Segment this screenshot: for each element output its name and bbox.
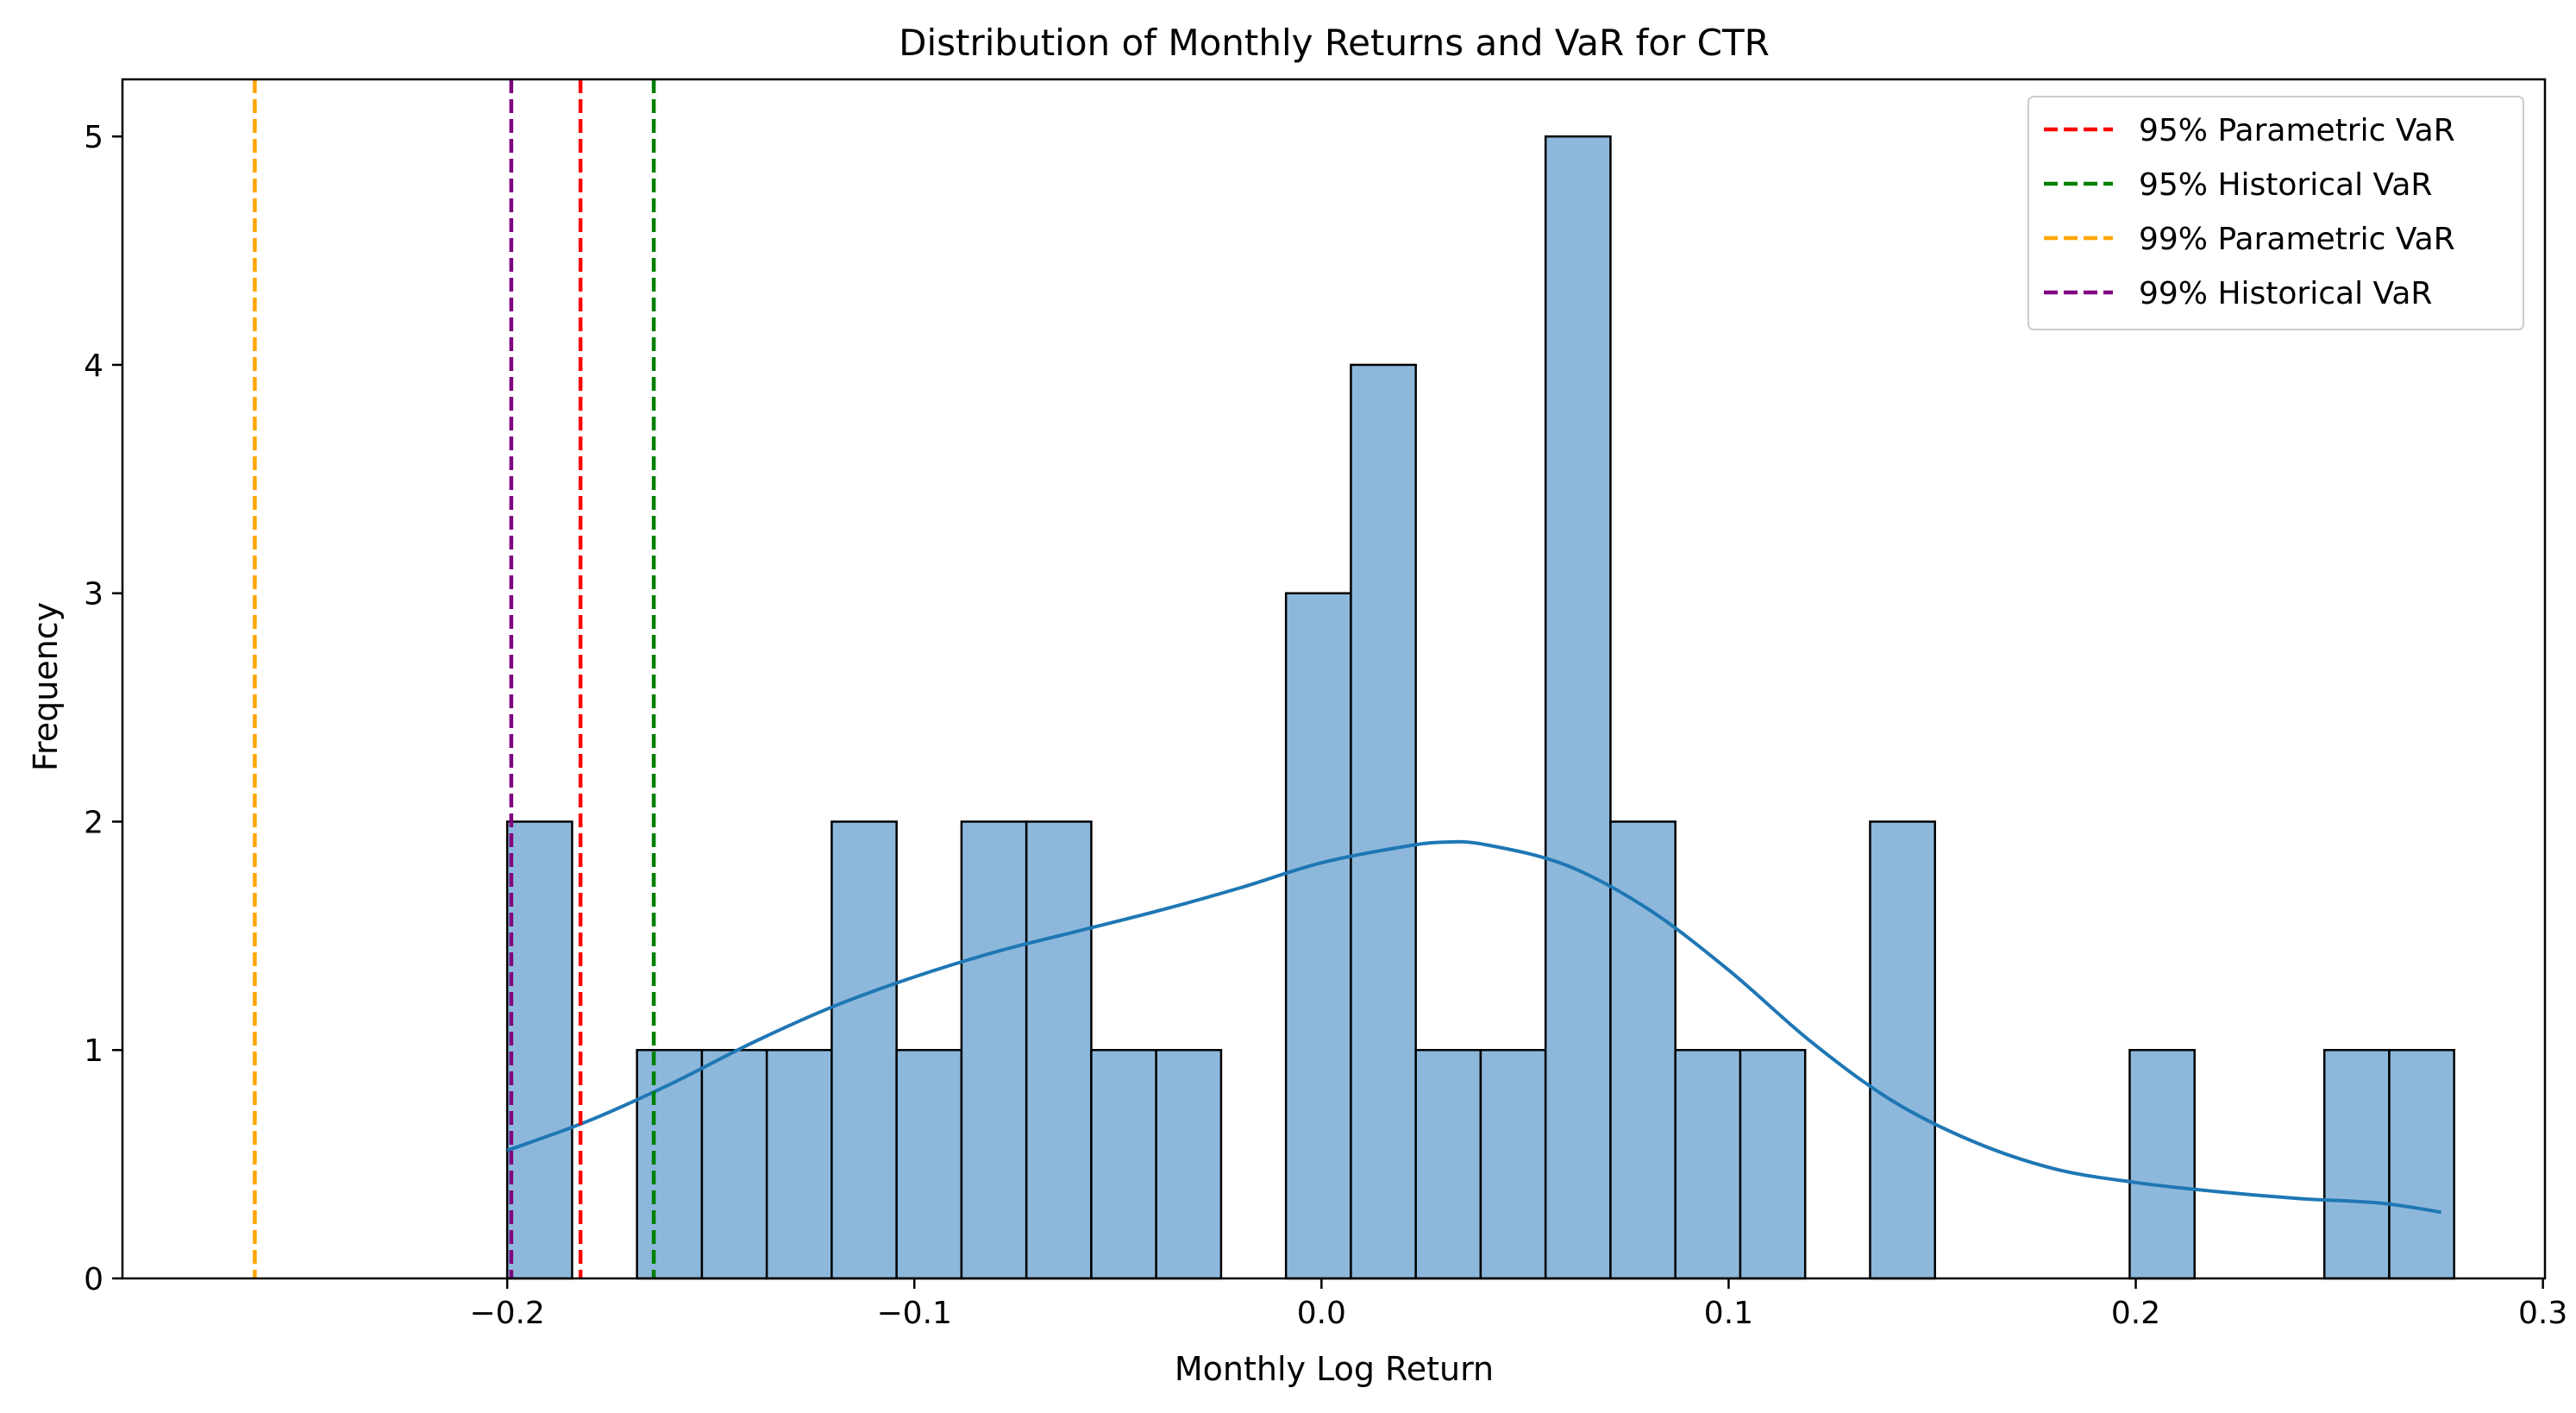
y-tick-label: 5: [84, 120, 103, 155]
x-tick-label: 0.1: [1704, 1296, 1753, 1331]
histogram-bar: [1609, 820, 1677, 1280]
plot-frame: [121, 78, 2547, 1280]
x-tick-label: 0.3: [2518, 1296, 2567, 1331]
histogram-bar: [700, 1048, 768, 1280]
kde-curve-group: [506, 839, 2441, 1215]
histogram-bar: [960, 820, 1028, 1280]
x-axis-ticks: −0.2 −0.1 0.0 0.1 0.2 0.3: [469, 1278, 2567, 1331]
histogram-bar: [1544, 135, 1612, 1280]
histogram-bar: [1869, 820, 1936, 1280]
histogram-bar: [830, 820, 898, 1280]
kde-curve: [506, 839, 2441, 1215]
histogram-bar: [1284, 592, 1352, 1280]
histogram-bar: [1090, 1048, 1157, 1280]
x-tick-label: −0.2: [469, 1296, 544, 1331]
histogram-bar: [895, 1048, 963, 1280]
legend-label: 95% Historical VaR: [2139, 167, 2432, 203]
x-axis-label: Monthly Log Return: [1175, 1350, 1494, 1388]
histogram-bar: [2322, 1048, 2391, 1280]
histogram-bar: [505, 820, 573, 1280]
histogram-bar: [1479, 1048, 1547, 1280]
x-tick-label: −0.1: [877, 1296, 952, 1331]
histogram-bar: [2128, 1048, 2196, 1280]
histogram-bar: [1025, 820, 1093, 1280]
y-axis-label: Frequency: [27, 602, 65, 771]
histogram-bar: [1739, 1048, 1807, 1280]
y-tick-label: 0: [84, 1262, 103, 1297]
histogram-bar: [636, 1048, 704, 1280]
histogram-bars: [505, 135, 2455, 1280]
chart-title: Distribution of Monthly Returns and VaR …: [899, 22, 1770, 64]
y-tick-label: 4: [84, 349, 103, 384]
histogram-bar: [1414, 1048, 1482, 1280]
y-tick-label: 3: [84, 577, 103, 612]
legend-label: 95% Parametric VaR: [2139, 113, 2455, 148]
histogram-bar: [1155, 1048, 1223, 1280]
y-axis-ticks: 0 1 2 3 4 5: [84, 120, 122, 1297]
histogram-bar: [765, 1048, 833, 1280]
var-lines-group: [253, 79, 656, 1278]
legend-label: 99% Historical VaR: [2139, 276, 2432, 311]
legend: 95% Parametric VaR 95% Historical VaR 99% …: [2028, 96, 2524, 330]
x-tick-label: 0.0: [1297, 1296, 1346, 1331]
legend-label: 99% Parametric VaR: [2139, 222, 2455, 257]
histogram-bar: [2388, 1048, 2455, 1280]
y-tick-label: 2: [84, 805, 103, 840]
histogram-bar: [1350, 363, 1417, 1280]
x-tick-label: 0.2: [2111, 1296, 2160, 1331]
legend-box: [2028, 96, 2524, 330]
histogram-bar: [1674, 1048, 1742, 1280]
y-tick-label: 1: [84, 1033, 103, 1069]
